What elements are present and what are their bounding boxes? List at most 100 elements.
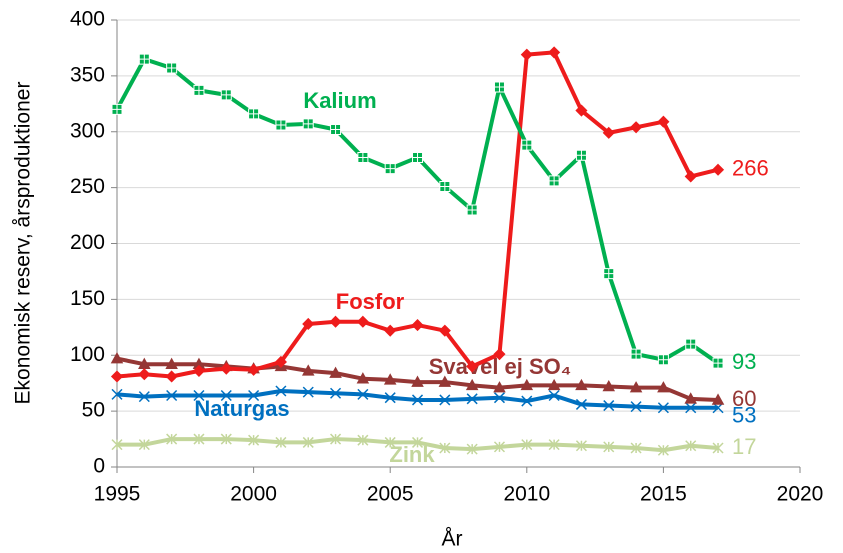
point-marker xyxy=(685,338,697,350)
data-label: 17 xyxy=(732,434,756,459)
point-marker xyxy=(111,388,123,400)
y-tick-label: 250 xyxy=(70,175,105,198)
point-marker xyxy=(548,389,560,402)
series-line xyxy=(115,57,720,365)
x-tick-label: 1995 xyxy=(94,483,141,506)
point-marker xyxy=(275,436,287,448)
point-marker xyxy=(685,402,697,414)
point-marker xyxy=(466,360,479,373)
point-marker xyxy=(357,388,369,400)
point-marker xyxy=(439,442,451,454)
point-marker xyxy=(384,324,397,337)
series-name-label: Fosfor xyxy=(336,289,405,314)
y-tick-label: 50 xyxy=(82,399,105,422)
point-marker xyxy=(356,372,370,384)
point-marker xyxy=(439,394,451,406)
point-marker xyxy=(629,381,643,393)
point-marker xyxy=(684,170,697,183)
point-marker xyxy=(575,440,587,452)
point-marker xyxy=(412,151,424,163)
point-marker xyxy=(438,375,452,387)
point-marker xyxy=(111,103,123,115)
point-marker xyxy=(248,108,260,120)
y-tick-label: 350 xyxy=(70,63,105,86)
y-tick-label: 200 xyxy=(70,231,105,254)
point-marker xyxy=(138,53,150,65)
point-marker xyxy=(357,151,369,163)
point-marker xyxy=(548,175,560,187)
y-tick-label: 400 xyxy=(70,8,105,31)
point-marker xyxy=(466,204,478,216)
point-marker xyxy=(110,370,124,383)
point-marker xyxy=(603,400,615,412)
data-label: 93 xyxy=(732,349,756,374)
point-marker xyxy=(575,378,588,391)
point-marker xyxy=(602,379,616,392)
point-marker xyxy=(274,355,287,369)
point-marker xyxy=(357,434,369,446)
point-marker xyxy=(521,395,533,407)
point-marker xyxy=(603,268,615,280)
point-marker xyxy=(521,139,533,151)
point-marker xyxy=(193,389,205,402)
point-marker xyxy=(384,163,396,175)
point-marker xyxy=(301,364,315,376)
point-marker xyxy=(111,439,123,451)
point-marker xyxy=(248,389,260,402)
point-marker xyxy=(548,46,561,59)
point-marker xyxy=(684,392,697,404)
point-marker xyxy=(302,386,314,398)
point-marker xyxy=(575,104,588,117)
data-label: 53 xyxy=(732,403,756,428)
point-marker xyxy=(685,440,697,452)
point-marker xyxy=(630,348,642,360)
point-marker xyxy=(466,443,478,455)
data-label: 266 xyxy=(732,156,769,181)
series-name-label: Zink xyxy=(389,442,435,467)
point-marker xyxy=(302,118,314,130)
series-name-label: Naturgas xyxy=(194,396,289,421)
point-marker xyxy=(220,362,233,375)
point-marker xyxy=(575,398,587,410)
point-marker xyxy=(330,124,342,136)
point-marker xyxy=(493,392,506,404)
point-marker xyxy=(166,433,178,445)
point-marker xyxy=(330,433,342,445)
point-marker xyxy=(411,319,424,332)
point-marker xyxy=(466,393,478,405)
point-marker xyxy=(630,442,642,454)
y-tick-label: 100 xyxy=(70,343,105,366)
point-marker xyxy=(329,315,342,328)
x-tick-label: 2005 xyxy=(367,483,414,506)
point-marker xyxy=(630,401,642,413)
point-marker xyxy=(110,352,124,364)
point-marker xyxy=(548,439,560,451)
point-marker xyxy=(657,354,669,366)
point-marker xyxy=(602,126,615,139)
point-marker xyxy=(520,378,534,391)
point-marker xyxy=(138,368,151,381)
point-marker xyxy=(712,357,724,369)
point-marker xyxy=(193,433,205,445)
point-marker xyxy=(165,370,178,383)
point-marker xyxy=(302,317,315,331)
point-marker xyxy=(711,393,725,405)
point-marker xyxy=(138,439,150,451)
point-marker xyxy=(493,348,506,361)
y-axis-label: Ekonomisk reserv, årsproduktioner xyxy=(12,82,35,405)
point-marker xyxy=(520,48,533,61)
point-marker xyxy=(630,121,643,134)
point-marker xyxy=(411,394,424,406)
series-name-label: Kalium xyxy=(303,88,376,113)
point-marker xyxy=(712,442,724,454)
point-marker xyxy=(356,315,369,328)
point-marker xyxy=(411,375,424,387)
point-marker xyxy=(657,115,670,128)
point-marker xyxy=(275,119,287,131)
point-marker xyxy=(384,436,396,448)
point-marker xyxy=(547,378,561,391)
y-tick-label: 150 xyxy=(70,287,105,310)
x-tick-label: 2020 xyxy=(777,483,824,506)
x-axis-label: År xyxy=(442,528,463,551)
